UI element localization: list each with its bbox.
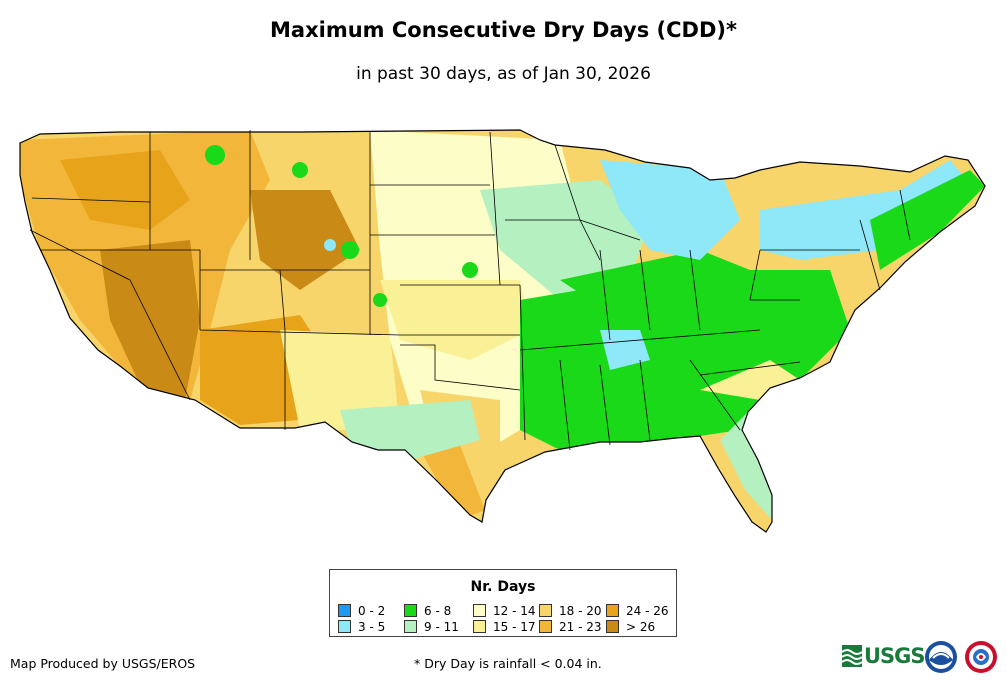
legend-swatch: [606, 620, 619, 633]
legend-label: 21 - 23: [559, 620, 602, 634]
legend-label: 15 - 17: [493, 620, 536, 634]
legend-label: 24 - 26: [626, 604, 669, 618]
legend-label: > 26: [626, 620, 656, 634]
map-subtitle: in past 30 days, as of Jan 30, 2026: [356, 64, 651, 84]
usgs-logo: USGS: [842, 644, 926, 668]
dry-day-note: * Dry Day is rainfall < 0.04 in.: [414, 656, 602, 671]
legend-item: 15 - 17: [473, 620, 536, 634]
legend-label: 12 - 14: [493, 604, 536, 618]
legend-label: 6 - 8: [424, 604, 452, 618]
noaa-emblem-icon: [925, 641, 957, 673]
legend-item: 24 - 26: [606, 604, 669, 618]
legend-item: > 26: [606, 620, 655, 634]
usgs-waves-icon: [842, 645, 862, 667]
legend-item: 3 - 5: [338, 620, 385, 634]
state-borders: [29, 130, 911, 451]
legend-label: 18 - 20: [559, 604, 602, 618]
legend-swatch: [606, 604, 619, 617]
nws-emblem-icon: [965, 641, 997, 673]
legend-label: 9 - 11: [424, 620, 459, 634]
dryness-fill: [20, 130, 985, 532]
legend-swatch: [404, 604, 417, 617]
cdd-map-svg: [19, 129, 986, 533]
legend-swatch: [473, 620, 486, 633]
legend-swatch: [338, 604, 351, 617]
producer-credit: Map Produced by USGS/EROS: [10, 656, 196, 671]
legend-swatch: [338, 620, 351, 633]
legend-item: 0 - 2: [338, 604, 385, 618]
legend-label: 3 - 5: [358, 620, 386, 634]
legend: Nr. Days 0 - 2 3 - 5 6 - 8 9 - 11 12 - 1…: [329, 569, 677, 637]
legend-title: Nr. Days: [470, 579, 536, 595]
legend-swatch: [404, 620, 417, 633]
legend-item: 21 - 23: [539, 620, 602, 634]
legend-swatch: [473, 604, 486, 617]
us-map: [0, 100, 1007, 560]
usgs-text: USGS: [864, 644, 926, 668]
legend-item: 18 - 20: [539, 604, 602, 618]
us-outline: [19, 129, 986, 533]
agency-logos: USGS: [842, 636, 1002, 684]
legend-swatch: [539, 604, 552, 617]
legend-swatch: [539, 620, 552, 633]
map-title: Maximum Consecutive Dry Days (CDD)*: [270, 18, 737, 42]
legend-item: 12 - 14: [473, 604, 536, 618]
legend-item: 9 - 11: [404, 620, 459, 634]
legend-label: 0 - 2: [358, 604, 386, 618]
legend-item: 6 - 8: [404, 604, 451, 618]
